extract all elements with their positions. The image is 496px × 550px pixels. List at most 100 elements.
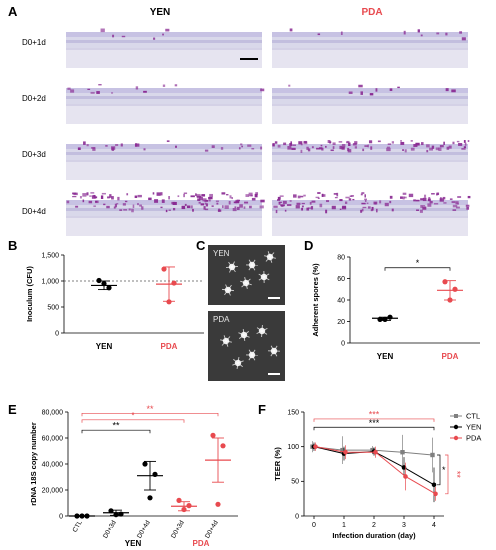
fluorescence-image-pda: PDA [208, 311, 285, 381]
row-label-d4: D0+4d [22, 207, 46, 216]
fungal-hyphae [346, 141, 349, 144]
fungal-hyphae [300, 195, 304, 198]
spore-ray [240, 280, 247, 284]
data-point [382, 316, 388, 322]
data-point [447, 297, 453, 303]
fungal-hyphae [205, 203, 209, 207]
spore-ray [245, 282, 248, 289]
data-point [161, 266, 167, 272]
spore-ray [258, 273, 265, 278]
tissue-stroma [66, 218, 262, 236]
y-axis-title: Inoculum (CFU) [25, 266, 34, 322]
fungal-hyphae [415, 199, 420, 202]
data-point [210, 432, 216, 438]
fungal-hyphae [234, 206, 237, 208]
fungal-hyphae [431, 145, 435, 149]
fungal-hyphae [417, 29, 420, 33]
fungal-hyphae [244, 201, 249, 204]
tissue-epithelium [66, 32, 262, 37]
fungal-hyphae [236, 199, 239, 203]
tissue-stroma [272, 162, 468, 180]
panel-d-letter: D [304, 238, 314, 253]
tissue-stroma [66, 50, 262, 68]
fungal-hyphae [348, 198, 352, 201]
fungal-hyphae [273, 205, 278, 208]
fungal-hyphae [122, 203, 126, 206]
fungal-hyphae [319, 147, 323, 150]
tissue-stroma [66, 162, 262, 180]
fungal-hyphae [306, 207, 310, 211]
tissue-epithelium [66, 144, 262, 149]
fungal-hyphae [115, 144, 119, 147]
fungal-hyphae [166, 140, 170, 143]
y-tick-label: 80 [337, 254, 345, 261]
row-label-d1: D0+1d [22, 38, 46, 47]
fungal-hyphae [87, 88, 91, 91]
legend-label: PDA [466, 434, 481, 443]
fungal-hyphae [451, 201, 456, 204]
data-point [108, 508, 114, 514]
spore-ray [256, 327, 263, 332]
fungal-hyphae [75, 205, 79, 208]
y-tick-label: 1,000 [41, 278, 59, 285]
fungal-hyphae [366, 202, 369, 205]
chart-adherent-spores: 0 20 40 60 80 Adherent spores (%) YEN PDA * [311, 254, 480, 361]
fungal-hyphae [349, 195, 353, 197]
fungal-hyphae [148, 197, 152, 201]
fungal-hyphae [174, 84, 178, 87]
fungal-hyphae [400, 140, 402, 142]
data-point [343, 449, 348, 455]
legend-marker [454, 414, 458, 418]
fungal-hyphae [297, 195, 301, 199]
spore-ray [243, 334, 250, 338]
data-point [171, 280, 177, 286]
fungal-hyphae [457, 196, 462, 198]
spore-ray [236, 362, 239, 369]
data-point [220, 443, 226, 449]
fungal-hyphae [376, 208, 378, 213]
scale-bar [240, 58, 258, 60]
significance-mark: *** [369, 409, 380, 419]
significance-bracket [445, 454, 449, 495]
fungal-hyphae [307, 207, 312, 209]
row-label-d3: D0+3d [22, 150, 46, 159]
x-category-label: PDA [442, 352, 459, 361]
fungal-hyphae [82, 193, 87, 197]
data-point [166, 299, 172, 305]
spore-ray [269, 256, 276, 259]
fungal-hyphae [329, 141, 332, 144]
tissue-section [272, 192, 471, 236]
fungal-hyphae [92, 147, 96, 151]
fungal-hyphae [348, 142, 351, 147]
fungal-hyphae [420, 198, 424, 201]
spore-ray [248, 349, 253, 356]
tissue-layer [272, 40, 468, 43]
data-point [340, 447, 345, 453]
fungal-hyphae [82, 199, 85, 203]
fungal-hyphae [93, 194, 96, 198]
fungal-hyphae [300, 149, 303, 153]
fungal-hyphae [429, 147, 433, 151]
fungal-hyphae [452, 204, 458, 208]
fungal-hyphae [224, 205, 229, 209]
tissue-layer [66, 96, 262, 99]
fungal-hyphae [458, 143, 463, 146]
spore-ray [251, 264, 256, 271]
fungal-hyphae [391, 141, 395, 144]
fungal-hyphae [238, 147, 241, 150]
fungal-hyphae [284, 209, 287, 212]
spore-ray [237, 362, 243, 368]
fungal-hyphae [347, 149, 352, 153]
fungal-hyphae [436, 32, 440, 35]
fungal-hyphae [232, 208, 237, 212]
fungal-hyphae [90, 91, 95, 94]
tissue-section [272, 28, 468, 68]
spore-ray [225, 284, 229, 291]
legend-marker [453, 435, 459, 441]
fungal-hyphae [311, 200, 316, 203]
fungal-hyphae [403, 196, 407, 199]
fluorescence-label-pda: PDA [213, 315, 230, 324]
spore-ray [251, 259, 256, 266]
fungal-hyphae [413, 143, 418, 147]
fungal-hyphae [283, 142, 287, 146]
